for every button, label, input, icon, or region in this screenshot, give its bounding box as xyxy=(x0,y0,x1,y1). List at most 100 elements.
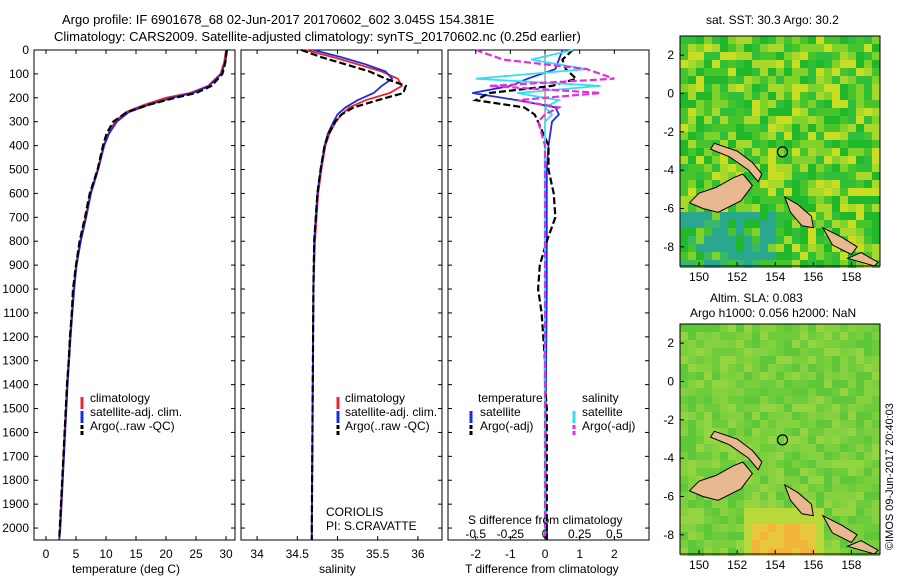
map-cell xyxy=(840,356,848,364)
map-cell xyxy=(736,372,744,380)
map-cell xyxy=(768,108,776,116)
map-cell xyxy=(752,372,760,380)
map-cell xyxy=(856,404,864,412)
depth-tick-label: 1400 xyxy=(2,378,29,392)
map-cell xyxy=(720,156,728,164)
map-cell xyxy=(816,428,824,436)
map-cell xyxy=(792,356,800,364)
depth-tick-label: 1800 xyxy=(2,473,29,487)
map-cell xyxy=(800,36,808,44)
map-cell xyxy=(752,388,760,396)
map-cell xyxy=(728,172,736,180)
annotation-pi: PI: S.CRAVATTE xyxy=(326,519,417,533)
map-cell xyxy=(800,388,808,396)
temperature-legend: climatology satellite-adj. clim. Argo(..… xyxy=(80,391,182,437)
series-s-argo xyxy=(475,48,615,540)
map-cell xyxy=(696,476,704,484)
map-cell xyxy=(776,156,784,164)
map-cell xyxy=(792,484,800,492)
map-cell xyxy=(696,44,704,52)
map-cell xyxy=(808,524,816,532)
map-cell xyxy=(768,412,776,420)
map-cell xyxy=(784,532,792,540)
depth-tick-label: 1300 xyxy=(2,354,29,368)
map-cell xyxy=(800,468,808,476)
map-cell xyxy=(744,100,752,108)
map-cell xyxy=(696,428,704,436)
map-cell xyxy=(848,156,856,164)
map-cell xyxy=(840,188,848,196)
map-cell xyxy=(784,324,792,332)
map-cell xyxy=(696,212,704,220)
map-cell xyxy=(760,412,768,420)
map-cell xyxy=(728,500,736,508)
map-cell xyxy=(744,244,752,252)
map-cell xyxy=(744,204,752,212)
map-cell xyxy=(872,156,880,164)
map-cell xyxy=(720,140,728,148)
map-cell xyxy=(744,380,752,388)
map-cell xyxy=(848,380,856,388)
map-cell xyxy=(800,44,808,52)
map-cell xyxy=(728,340,736,348)
map-cell xyxy=(832,380,840,388)
map-cell xyxy=(704,548,712,556)
map-cell xyxy=(856,428,864,436)
map-cell xyxy=(696,436,704,444)
map-cell xyxy=(688,204,696,212)
map-cell xyxy=(824,220,832,228)
map-cell xyxy=(816,108,824,116)
map-cell xyxy=(792,148,800,156)
map-cell xyxy=(832,212,840,220)
map-cell xyxy=(720,60,728,68)
map-cell xyxy=(744,548,752,556)
map-cell xyxy=(760,324,768,332)
map-cell xyxy=(872,228,880,236)
land-mass xyxy=(709,430,763,471)
map-cell xyxy=(824,260,832,268)
map-cell xyxy=(736,52,744,60)
map-cell xyxy=(704,260,712,268)
depth-tick-label: 500 xyxy=(9,163,29,177)
map-cell xyxy=(704,380,712,388)
map-cell xyxy=(704,388,712,396)
map-cell xyxy=(832,476,840,484)
map-cell xyxy=(864,236,872,244)
map-cell xyxy=(680,140,688,148)
map-cell xyxy=(864,372,872,380)
map-cell xyxy=(712,420,720,428)
map-cell xyxy=(776,76,784,84)
map-cell xyxy=(720,124,728,132)
map-cell xyxy=(760,148,768,156)
map-cell xyxy=(704,356,712,364)
map-cell xyxy=(832,412,840,420)
map-cell xyxy=(768,60,776,68)
map-cell xyxy=(720,100,728,108)
map-cell xyxy=(856,348,864,356)
map-cell xyxy=(744,76,752,84)
map-cell xyxy=(816,156,824,164)
map-cell xyxy=(856,164,864,172)
map-cell xyxy=(736,236,744,244)
legend-label-satellite: satellite-adj. clim. xyxy=(345,405,437,419)
map-cell xyxy=(728,388,736,396)
map-cell xyxy=(720,500,728,508)
map-cell xyxy=(720,132,728,140)
map-cell xyxy=(768,132,776,140)
map-cell xyxy=(784,84,792,92)
map-cell xyxy=(696,172,704,180)
salinity-legend: climatology satellite-adj. clim. Argo(..… xyxy=(336,391,437,437)
map-cell xyxy=(856,460,864,468)
map-cell xyxy=(712,468,720,476)
map-cell xyxy=(752,500,760,508)
map-cell xyxy=(696,92,704,100)
map-cell xyxy=(832,252,840,260)
map-cell xyxy=(704,172,712,180)
map-cell xyxy=(848,172,856,180)
map-cell xyxy=(840,92,848,100)
map-cell xyxy=(864,332,872,340)
map-cell xyxy=(808,52,816,60)
map-cell xyxy=(808,100,816,108)
map-cell xyxy=(864,244,872,252)
map-cell xyxy=(744,524,752,532)
